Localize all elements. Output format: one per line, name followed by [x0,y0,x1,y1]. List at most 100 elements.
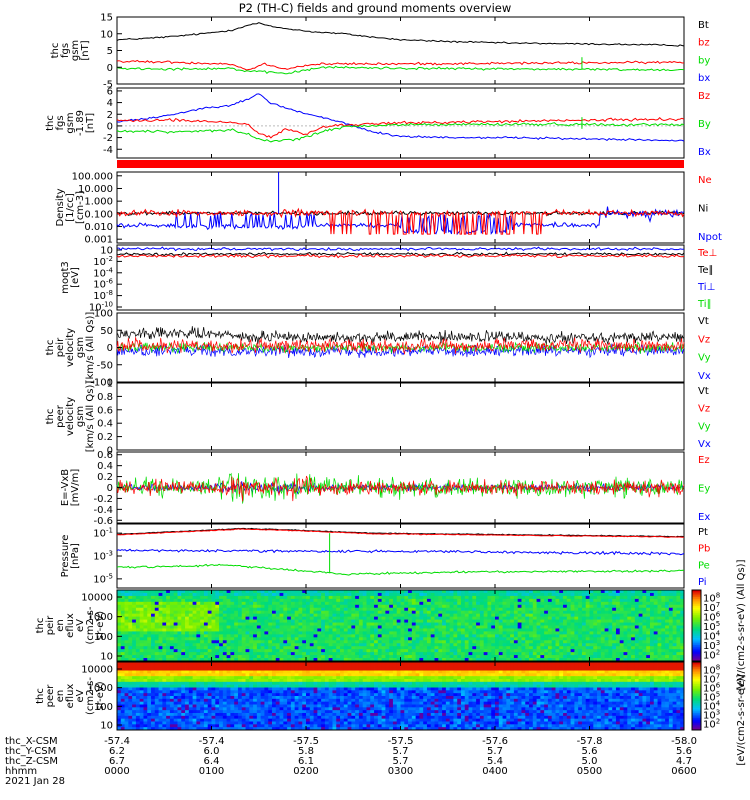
peer_spec-cell [117,673,122,677]
peir_spec-cell [256,607,262,612]
peir_spec-cell [627,652,632,656]
peir_spec-cell [328,598,333,603]
peir_spec-cell [517,595,522,600]
peir_spec-cell [665,622,670,626]
peir_spec-cell [124,613,129,618]
peer_spec-cell [634,664,640,669]
peer_spec-cell [139,670,144,674]
peer_spec-cell [540,664,545,669]
peer_spec-cell [517,662,522,666]
peir_spec-cell [203,634,209,638]
peir_spec-cell [536,616,541,620]
peir_spec-cell [483,607,488,612]
peir_spec-cell [241,613,246,618]
pressure-ytick-label: 10-1 [93,527,113,540]
peir_spec-cell [279,595,284,600]
peer_spec-cell [445,664,451,669]
peer_spec-cell [120,676,125,680]
peir_spec-cell [158,610,163,615]
peer_spec-cell [200,679,205,683]
peir_spec-cell [555,619,560,623]
peer_spec-cell [264,664,269,669]
peir_spec-cell [404,601,409,606]
peer_velocity-legend-Vz: Vz [698,404,710,415]
peer_spec-cell [219,662,224,666]
peer_spec-cell [676,662,681,666]
peir_spec-cell [377,652,382,656]
peir_spec-cell [619,655,624,659]
peer_spec-cell [491,667,496,671]
peir_spec-cell [139,634,144,638]
peir_spec-cell [298,628,303,632]
peir_spec-cell [487,625,492,629]
peir_spec-cell [634,590,640,594]
peir_spec-cell [328,643,333,647]
peir_spec-cell [245,616,250,620]
peir_spec-cell [563,628,568,632]
peer_spec-cell [476,676,481,680]
peir_spec-cell [423,610,428,615]
peir_spec-cell [555,640,560,644]
peir_spec-cell [188,628,193,632]
peer_spec-cell [362,676,367,680]
peir_spec-cell [627,634,632,638]
peer_spec-cell [120,664,125,669]
peir_spec-cell [287,643,292,647]
peir_spec-cell [124,598,129,603]
peir_spec-cell [532,646,537,650]
peer_velocity-ytick-label: 0 [107,446,113,457]
peir_spec-cell [574,631,579,635]
peer_velocity-ytick-label: 1 [107,379,113,390]
peir_spec-cell [279,658,284,662]
peer_spec-cell [169,667,175,671]
peer_spec-cell [324,670,330,674]
peir_spec-cell [268,619,273,623]
peir_spec-cell [351,658,356,662]
peer_spec-cell [241,670,246,674]
peir_spec-cell [275,598,280,603]
peir_spec-cell [597,637,602,641]
peer_spec-cell [256,667,262,671]
peer_spec-cell [147,667,152,671]
peir_spec-cell [532,616,537,620]
peir_spec-cell [283,604,288,609]
peir_spec-cell [124,592,129,597]
peir_spec-cell [608,652,613,656]
peir_spec-cell [203,637,209,641]
peir_spec-cell [574,628,579,632]
peer_spec-cell [434,664,439,669]
peir_spec-cell [169,646,175,650]
peer_spec-cell [604,673,609,677]
peir_spec-cell [230,616,235,620]
peir_spec-cell [404,640,409,644]
peer_spec-cell [638,667,643,671]
peer_spec-cell [627,667,632,671]
peer_spec-cell [336,679,341,683]
peir_spec-cell [510,619,515,623]
peir_spec-cell [245,610,250,615]
peir_spec-cell [513,631,519,635]
peir_spec-cell [321,616,326,620]
peir_spec-cell [120,604,125,609]
peir_spec-cell [483,649,488,653]
peir_spec-cell [612,622,617,626]
peir_spec-cell [544,631,549,635]
peir_spec-cell [279,604,284,609]
peir_spec-cell [483,637,488,641]
peir_spec-cell [226,655,231,659]
peer_spec-cell [544,662,549,666]
peir_spec-cell [661,613,666,618]
peir_spec-cell [593,625,598,629]
peir_spec-cell [396,607,401,612]
peir_spec-cell [661,643,666,647]
peir_spec-cell [328,628,333,632]
peer_spec-cell [328,673,333,677]
peir_spec-cell [200,604,205,609]
peer_spec-cell [566,676,571,680]
peir_spec-cell [525,637,530,641]
peir_spec-cell [498,652,503,656]
peer_spec-cell [570,670,575,674]
peir_spec-cell [487,598,492,603]
peir_velocity-series-Vx [116,343,685,359]
peir_spec-cell [634,637,640,641]
